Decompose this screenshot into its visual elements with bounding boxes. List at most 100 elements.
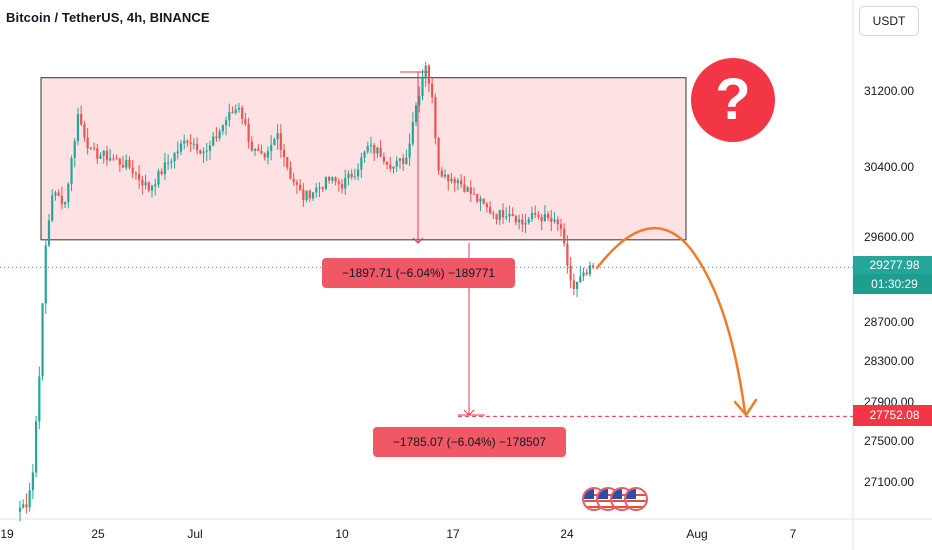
candle-body	[202, 151, 205, 154]
candle-body	[450, 178, 453, 182]
chart-title: Bitcoin / TetherUS, 4h, BINANCE	[6, 10, 210, 25]
candle-body	[118, 158, 121, 165]
candle-body	[234, 109, 237, 113]
candle-body	[337, 181, 340, 184]
candle-body	[418, 95, 421, 106]
candle-body	[228, 112, 231, 121]
candle-body	[183, 140, 186, 144]
candle-body	[115, 158, 118, 160]
candle-body	[215, 136, 218, 139]
candle-body	[257, 148, 260, 152]
candle-body	[311, 192, 315, 199]
candle-body	[492, 213, 495, 215]
candle-body	[150, 186, 154, 191]
candle-body	[460, 180, 463, 185]
measure-arrow-2	[463, 409, 475, 416]
price-tick-label: 30400.00	[864, 160, 914, 174]
price-tick-label: 31200.00	[864, 84, 914, 98]
candle-body	[109, 158, 112, 161]
currency-selector[interactable]: USDT	[859, 6, 919, 36]
candle-body	[421, 78, 424, 96]
price-tick-label: 27500.00	[864, 434, 914, 448]
projection-arrowhead	[733, 398, 758, 417]
candle-body	[35, 421, 38, 473]
candle-body	[99, 155, 102, 159]
range-box	[40, 77, 687, 241]
candle-body	[315, 187, 318, 193]
candle-body	[408, 143, 411, 158]
candle-body	[134, 173, 138, 175]
candle-body	[157, 171, 160, 185]
candle-body	[67, 184, 70, 203]
candle-body	[199, 150, 202, 154]
candle-body	[260, 151, 263, 154]
candle-body	[440, 170, 443, 177]
candle-body	[363, 151, 366, 158]
candle-body	[244, 118, 247, 124]
candle-body	[530, 213, 534, 220]
candle-body	[340, 183, 344, 189]
candle-body	[379, 147, 382, 157]
measure-label-2[interactable]: −1785.07 (−6.04%) −178507	[373, 427, 566, 457]
economic-events[interactable]	[582, 487, 652, 513]
last-price-label: 29277.98	[853, 256, 932, 274]
candle-body	[434, 97, 437, 138]
candle-body	[28, 490, 31, 508]
candle-body	[221, 125, 224, 132]
candle-body	[105, 150, 109, 161]
candle-body	[501, 210, 505, 218]
candle-body	[321, 187, 324, 189]
candle-body	[192, 143, 195, 145]
candle-body	[18, 507, 22, 512]
candle-body	[437, 137, 440, 171]
economic-event-flag-icon[interactable]	[624, 487, 648, 511]
candle-body	[76, 114, 80, 142]
candle-body	[331, 177, 334, 181]
candle-body	[299, 184, 302, 190]
time-tick-label: Jul	[187, 527, 202, 541]
time-tick-label: 10	[335, 527, 349, 541]
candle-body	[38, 376, 41, 422]
measure-label-1[interactable]: −1897.71 (−6.04%) −189771	[322, 258, 515, 288]
candle-body	[96, 148, 99, 159]
candle-body	[328, 177, 331, 181]
candle-body	[73, 141, 76, 158]
candle-body	[585, 272, 588, 275]
time-tick-label: 19	[0, 527, 14, 541]
candle-body	[224, 120, 228, 126]
candle-body	[540, 217, 543, 222]
candle-body	[524, 222, 527, 225]
candle-body	[54, 192, 57, 196]
candle-body	[518, 219, 521, 223]
candle-body	[476, 194, 479, 202]
candle-body	[80, 114, 83, 125]
candle-body	[295, 182, 299, 185]
candle-body	[485, 204, 488, 208]
candle-body	[495, 214, 498, 220]
candle-body	[350, 173, 353, 178]
candle-body	[286, 157, 289, 168]
candle-body	[147, 182, 150, 191]
candle-body	[237, 107, 241, 110]
candle-body	[334, 177, 337, 182]
candle-body	[395, 160, 398, 167]
time-tick-label: 17	[446, 527, 460, 541]
candle-body	[60, 195, 63, 205]
candle-body	[579, 276, 582, 282]
candle-body	[569, 265, 572, 281]
candle-body	[369, 144, 373, 147]
candle-body	[302, 189, 305, 201]
candle-body	[511, 214, 514, 217]
candle-body	[566, 243, 569, 266]
target-price-label: 27752.08	[853, 405, 932, 426]
candle-body	[167, 162, 170, 164]
candle-body	[572, 280, 575, 289]
candle-body	[469, 187, 472, 194]
price-tick-label: 28700.00	[864, 315, 914, 329]
candle-body	[263, 153, 266, 158]
candle-body	[273, 139, 276, 146]
candle-body	[366, 146, 369, 152]
candle-body	[231, 112, 234, 114]
